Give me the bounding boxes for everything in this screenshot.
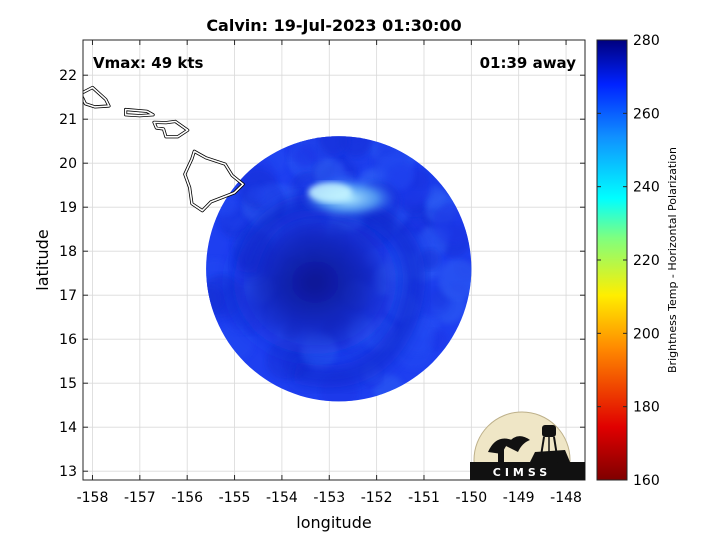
texture-blotch xyxy=(294,146,316,169)
logo-text: CIMSS xyxy=(493,466,551,479)
colorbar-tick-label: 200 xyxy=(633,326,660,342)
axes-frame xyxy=(82,39,586,481)
y-tick-label: 19 xyxy=(59,200,77,216)
satellite-dish-icon xyxy=(488,438,512,454)
colorbar-label: Brightness Temp - Horizontal Polarizatio… xyxy=(666,147,679,373)
colorbar-ticks: 160 180 200 220 240 260 280 xyxy=(597,33,660,489)
coastline-molokai xyxy=(124,108,154,117)
dish-mount xyxy=(498,448,504,462)
vmax-annotation: Vmax: 49 kts xyxy=(93,54,203,72)
colorbar-tick-label: 220 xyxy=(633,253,660,269)
x-tick-label: -157 xyxy=(124,490,156,506)
colorbar-tick-label: 160 xyxy=(633,473,660,489)
coastline-hawaii xyxy=(184,150,244,212)
x-axis-ticks: -158 -157 -156 -155 -154 -153 -152 -151 -150 -149… xyxy=(77,40,582,506)
chart-title: Calvin: 19-Jul-2023 01:30:00 xyxy=(206,16,461,35)
x-tick-label: -152 xyxy=(361,490,393,506)
y-tick-label: 18 xyxy=(59,244,77,260)
tower-icon xyxy=(542,425,556,437)
colorbar-tick-label: 240 xyxy=(633,180,660,196)
y-axis-label: latitude xyxy=(33,229,52,290)
y-tick-label: 21 xyxy=(59,112,77,128)
texture-blotch xyxy=(257,182,284,209)
x-tick-label: -158 xyxy=(77,490,109,506)
x-tick-label: -154 xyxy=(266,490,298,506)
spiral-band xyxy=(234,193,426,388)
x-tick-label: -151 xyxy=(408,490,440,506)
coastlines xyxy=(83,85,245,213)
texture-blotch xyxy=(419,248,441,270)
coastline-oahu xyxy=(83,86,110,108)
cimss-logo: CIMSS xyxy=(470,411,585,480)
time-away-annotation: 01:39 away xyxy=(480,54,577,72)
colorbar-tick-label: 260 xyxy=(633,106,660,122)
texture-blotch xyxy=(319,136,350,156)
y-tick-label: 15 xyxy=(59,376,77,392)
y-tick-label: 14 xyxy=(59,420,77,436)
colorbar-tick-label: 180 xyxy=(633,400,660,416)
x-tick-label: -149 xyxy=(503,490,535,506)
colorbar-gradient xyxy=(596,39,628,481)
colorbar: 160 180 200 220 240 260 280 Brightness Temp - … xyxy=(596,33,679,489)
y-tick-label: 17 xyxy=(59,288,77,304)
x-tick-label: -156 xyxy=(171,490,203,506)
y-tick-label: 16 xyxy=(59,332,77,348)
y-tick-label: 22 xyxy=(59,68,77,84)
swath-features xyxy=(220,178,426,388)
x-tick-label: -155 xyxy=(219,490,251,506)
texture-blotch xyxy=(247,183,265,202)
y-tick-label: 20 xyxy=(59,156,77,172)
x-tick-label: -150 xyxy=(455,490,487,506)
texture-blotch xyxy=(424,186,447,209)
warm-band-north-peak xyxy=(308,182,353,203)
y-axis-ticks: 13 14 15 16 17 18 19 20 21 22 xyxy=(59,68,585,480)
texture-blotch xyxy=(206,285,224,312)
coastline-maui xyxy=(153,120,189,138)
x-tick-label: -148 xyxy=(550,490,582,506)
y-tick-label: 13 xyxy=(59,464,77,480)
x-axis-label: longitude xyxy=(296,513,371,532)
colorbar-tick-label: 280 xyxy=(633,33,660,49)
logo-banner xyxy=(470,462,585,480)
satellite-dish-icon xyxy=(506,436,530,452)
x-tick-label: -153 xyxy=(313,490,345,506)
texture-blotch xyxy=(377,154,415,192)
texture-blotch xyxy=(438,259,472,301)
